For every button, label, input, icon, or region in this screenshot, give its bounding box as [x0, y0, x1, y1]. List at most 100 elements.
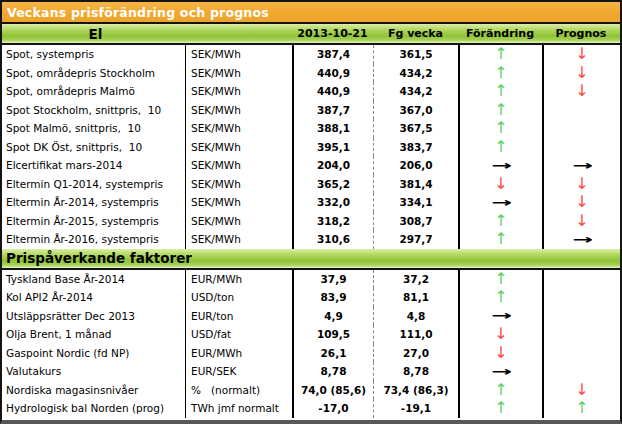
current-value: 318,2	[292, 212, 373, 231]
row-unit: SEK/MWh	[185, 101, 292, 120]
table-row: Nordiska magasinsnivåer% (normalt)74,0 (…	[2, 381, 620, 400]
forecast-cell	[542, 101, 620, 120]
change-cell: ↑	[458, 212, 542, 231]
change-up-icon: ↑	[494, 83, 507, 99]
forecast-cell	[542, 344, 620, 363]
forecast-down-icon: ↓	[575, 382, 588, 398]
el-rows: Spot, systemprisSEK/MWh387,4361,5↑↓Spot,…	[2, 45, 620, 249]
previous-value: 361,5	[373, 45, 458, 64]
row-unit: EUR/ton	[185, 307, 292, 326]
table-title: Veckans prisförändring och prognos	[7, 5, 269, 20]
change-right-icon: →	[491, 309, 512, 322]
change-cell: ↓	[458, 344, 542, 363]
current-value: 395,1	[292, 138, 373, 157]
change-cell: ↑	[458, 138, 542, 157]
factors-section-header: Prispåverkande faktorer	[2, 249, 620, 270]
previous-value: 206,0	[373, 156, 458, 175]
change-up-icon: ↑	[494, 400, 507, 416]
change-up-icon: ↑	[494, 382, 507, 398]
forecast-cell: ↓	[542, 175, 620, 194]
row-label: Spot, områdepris Stockholm	[2, 64, 185, 83]
change-cell: ↑	[458, 82, 542, 101]
previous-value: 434,2	[373, 82, 458, 101]
forecast-cell	[542, 307, 620, 326]
table-row: Spot DK Öst, snittpris, 10SEK/MWh395,138…	[2, 138, 620, 157]
change-cell: ↑	[458, 64, 542, 83]
change-cell: ↑	[458, 270, 542, 289]
current-value: 74,0 (85,6)	[292, 381, 373, 400]
change-up-icon: ↑	[494, 120, 507, 136]
forecast-cell	[542, 325, 620, 344]
table-title-bar: Veckans prisförändring och prognos	[2, 2, 620, 24]
change-cell: ↑	[458, 119, 542, 138]
forecast-down-icon: ↓	[575, 213, 588, 229]
row-unit: EUR/MWh	[185, 270, 292, 289]
previous-value: 367,0	[373, 101, 458, 120]
row-unit: SEK/MWh	[185, 156, 292, 175]
current-value: 310,6	[292, 230, 373, 249]
row-label: Olja Brent, 1 månad	[2, 325, 185, 344]
table-row: Eltermin År-2014, systemprisSEK/MWh332,0…	[2, 193, 620, 212]
row-unit: SEK/MWh	[185, 193, 292, 212]
table-row: Kol API2 År-2014USD/ton83,981,1↑	[2, 288, 620, 307]
row-unit: SEK/MWh	[185, 230, 292, 249]
previous-value: 434,2	[373, 64, 458, 83]
current-value: 387,4	[292, 45, 373, 64]
table-row: Eltermin År-2015, systemprisSEK/MWh318,2…	[2, 212, 620, 231]
change-cell: ↑	[458, 288, 542, 307]
forecast-down-icon: ↓	[575, 194, 588, 210]
row-label: Spot Malmö, snittpris, 10	[2, 119, 185, 138]
table-row: Olja Brent, 1 månadUSD/fat109,5111,0↓	[2, 325, 620, 344]
table-row: Hydrologisk bal Norden (prog)TWh jmf nor…	[2, 399, 620, 418]
change-up-icon: ↑	[494, 231, 507, 247]
change-down-icon: ↓	[494, 176, 507, 192]
table-row: Eltermin Q1-2014, systemprisSEK/MWh365,2…	[2, 175, 620, 194]
forecast-right-icon: →	[572, 159, 593, 172]
col-header-prev-week: Fg vecka	[373, 27, 458, 40]
row-label: Spot, områdepris Malmö	[2, 82, 185, 101]
change-cell: →	[458, 156, 542, 175]
current-value: 440,9	[292, 82, 373, 101]
table-row: Elcertifikat mars-2014SEK/MWh204,0206,0→…	[2, 156, 620, 175]
forecast-cell: ↓	[542, 82, 620, 101]
row-label: Utsläppsrätter Dec 2013	[2, 307, 185, 326]
forecast-cell	[542, 270, 620, 289]
forecast-right-icon: →	[572, 233, 593, 246]
section-label-factors: Prispåverkande faktorer	[2, 250, 185, 266]
table-row: Spot Stockholm, snittpris, 10SEK/MWh387,…	[2, 101, 620, 120]
row-unit: SEK/MWh	[185, 45, 292, 64]
change-cell: ↓	[458, 175, 542, 194]
previous-value: 4,8	[373, 307, 458, 326]
row-label: Gaspoint Nordic (fd NP)	[2, 344, 185, 363]
row-label: Valutakurs	[2, 362, 185, 381]
table-row: Tyskland Base År-2014EUR/MWh37,937,2↑	[2, 270, 620, 289]
row-unit: EUR/MWh	[185, 344, 292, 363]
forecast-down-icon: ↓	[575, 65, 588, 81]
change-cell: ↑	[458, 230, 542, 249]
previous-value: 111,0	[373, 325, 458, 344]
forecast-cell	[542, 138, 620, 157]
forecast-cell	[542, 119, 620, 138]
table-row: Gaspoint Nordic (fd NP)EUR/MWh26,127,0↓	[2, 344, 620, 363]
row-label: Hydrologisk bal Norden (prog)	[2, 399, 185, 418]
previous-value: 308,7	[373, 212, 458, 231]
change-up-icon: ↑	[494, 102, 507, 118]
row-unit: SEK/MWh	[185, 212, 292, 231]
current-value: 4,9	[292, 307, 373, 326]
row-label: Eltermin År-2016, systempris	[2, 230, 185, 249]
forecast-down-icon: ↓	[575, 176, 588, 192]
change-cell: →	[458, 307, 542, 326]
previous-value: 37,2	[373, 270, 458, 289]
row-unit: USD/ton	[185, 288, 292, 307]
forecast-down-icon: ↓	[575, 83, 588, 99]
current-value: 37,9	[292, 270, 373, 289]
change-cell: ↑	[458, 399, 542, 418]
forecast-cell	[542, 288, 620, 307]
col-header-forecast: Prognos	[542, 27, 620, 40]
previous-value: 334,1	[373, 193, 458, 212]
change-up-icon: ↑	[494, 46, 507, 62]
change-right-icon: →	[491, 196, 512, 209]
forecast-cell: ↑	[542, 399, 620, 418]
change-up-icon: ↑	[494, 213, 507, 229]
row-unit: SEK/MWh	[185, 138, 292, 157]
